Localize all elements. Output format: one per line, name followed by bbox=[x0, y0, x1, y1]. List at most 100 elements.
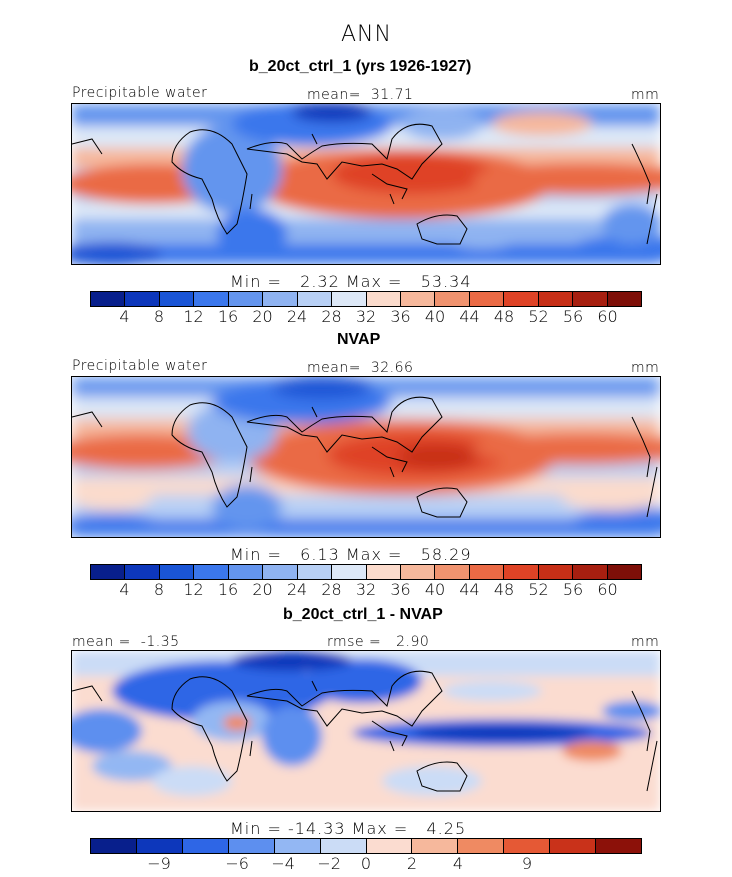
panel3-min-value: -14.33 bbox=[287, 819, 346, 838]
panel3-title: b_20ct_ctrl_1 - NVAP bbox=[283, 606, 443, 623]
panel3-min-label: Min = bbox=[230, 819, 282, 838]
colorbar-tick-label: 8 bbox=[153, 307, 165, 326]
colorbar-tick-label: 20 bbox=[252, 307, 273, 326]
colorbar-swatch bbox=[263, 565, 298, 579]
panel1-min-label: Min = bbox=[230, 272, 282, 291]
colorbar-swatch bbox=[91, 839, 137, 853]
panel1-mean-label: mean= 31.71 bbox=[307, 87, 413, 103]
colorbar-tick-label: 44 bbox=[459, 307, 480, 326]
colorbar-swatch bbox=[263, 292, 298, 306]
colorbar-tick-label: 9 bbox=[521, 854, 533, 873]
colorbar-tick-label: 56 bbox=[562, 580, 584, 599]
panel1-units: mm bbox=[631, 87, 660, 103]
panel1-title: b_20ct_ctrl_1 (yrs 1926-1927) bbox=[249, 58, 472, 75]
colorbar-swatch bbox=[125, 565, 160, 579]
colorbar-swatch bbox=[400, 565, 436, 579]
colorbar-swatch bbox=[297, 565, 333, 579]
colorbar-swatch bbox=[136, 839, 183, 853]
panel1-map bbox=[71, 103, 661, 265]
panel2-colorbar bbox=[90, 564, 642, 580]
colorbar-tick-label: 56 bbox=[562, 307, 584, 326]
colorbar-swatch bbox=[320, 839, 367, 853]
panel1-colorbar-ticks: 4 8 12 16 20 24 28 32 36 40 44 48 52 56 60 bbox=[90, 307, 642, 327]
panel1-minmax: Min = 2.32 Max = 53.34 bbox=[230, 272, 472, 291]
panel2-min-value: 6.13 bbox=[300, 545, 340, 564]
panel2-max-label: Max = bbox=[345, 545, 403, 564]
colorbar-swatch bbox=[182, 839, 229, 853]
colorbar-tick-label: 28 bbox=[321, 307, 342, 326]
colorbar-tick-label: 48 bbox=[493, 307, 515, 326]
colorbar-swatch bbox=[228, 565, 264, 579]
colorbar-swatch bbox=[91, 292, 126, 306]
panel2-units: mm bbox=[631, 360, 660, 376]
colorbar-tick-label: 12 bbox=[183, 580, 204, 599]
colorbar-tick-label: 32 bbox=[355, 580, 377, 599]
colorbar-swatch bbox=[435, 292, 470, 306]
colorbar-tick-label: 44 bbox=[459, 580, 480, 599]
panel2-min-label: Min = bbox=[230, 545, 282, 564]
panel2-mean-prefix: mean= bbox=[307, 360, 361, 376]
panel1-field bbox=[72, 104, 660, 264]
colorbar-swatch bbox=[607, 292, 641, 306]
colorbar-swatch bbox=[538, 565, 574, 579]
panel1-max-label: Max = bbox=[345, 272, 403, 291]
colorbar-tick-label: 4 bbox=[452, 854, 464, 873]
colorbar-swatch bbox=[550, 839, 597, 853]
colorbar-swatch bbox=[400, 292, 436, 306]
panel2-field bbox=[72, 377, 660, 537]
panel3-mean-value: -1.35 bbox=[140, 634, 180, 650]
colorbar-tick-label: 52 bbox=[528, 580, 549, 599]
colorbar-swatch bbox=[458, 839, 505, 853]
colorbar-tick-label: 8 bbox=[153, 580, 165, 599]
panel1-max-value: 53.34 bbox=[420, 272, 472, 291]
panel3-colorbar bbox=[90, 838, 642, 854]
colorbar-tick-label: −9 bbox=[147, 854, 171, 873]
colorbar-tick-label: 36 bbox=[390, 580, 411, 599]
colorbar-tick-label: 4 bbox=[119, 307, 130, 326]
colorbar-tick-label: 52 bbox=[528, 307, 549, 326]
colorbar-swatch bbox=[274, 839, 321, 853]
panel3-rmse-label: rmse = 2.90 bbox=[327, 634, 429, 650]
colorbar-tick-label: 24 bbox=[286, 307, 308, 326]
colorbar-swatch bbox=[596, 839, 642, 853]
panel1-colorbar bbox=[90, 291, 642, 307]
panel1-mean-value: 31.71 bbox=[370, 87, 414, 103]
colorbar-swatch bbox=[504, 292, 539, 306]
colorbar-swatch bbox=[125, 292, 160, 306]
colorbar-swatch bbox=[607, 565, 641, 579]
panel2-max-value: 58.29 bbox=[420, 545, 472, 564]
panel3-max-value: 4.25 bbox=[426, 819, 467, 838]
panel1-variable-label: Precipitable water bbox=[72, 85, 208, 101]
colorbar-tick-label: 40 bbox=[424, 307, 446, 326]
panel2-map bbox=[71, 376, 661, 538]
colorbar-tick-label: 32 bbox=[355, 307, 377, 326]
colorbar-tick-label: 36 bbox=[390, 307, 411, 326]
panel2-colorbar-ticks: 4 8 12 16 20 24 28 32 36 40 44 48 52 56 60 bbox=[90, 580, 642, 600]
colorbar-swatch bbox=[366, 839, 413, 853]
colorbar-swatch bbox=[159, 565, 195, 579]
colorbar-tick-label: 0 bbox=[360, 854, 372, 873]
colorbar-swatch bbox=[194, 292, 229, 306]
colorbar-swatch bbox=[469, 292, 505, 306]
colorbar-swatch bbox=[194, 565, 229, 579]
colorbar-tick-label: −4 bbox=[271, 854, 295, 873]
colorbar-swatch bbox=[504, 839, 551, 853]
colorbar-swatch bbox=[573, 292, 608, 306]
colorbar-swatch bbox=[332, 292, 367, 306]
colorbar-tick-label: 60 bbox=[597, 580, 618, 599]
colorbar-tick-label: 16 bbox=[217, 307, 239, 326]
colorbar-swatch bbox=[366, 292, 401, 306]
colorbar-swatch bbox=[504, 565, 539, 579]
colorbar-tick-label: −2 bbox=[317, 854, 341, 873]
colorbar-tick-label: 28 bbox=[321, 580, 342, 599]
panel3-mean-prefix: mean = bbox=[72, 634, 131, 650]
colorbar-tick-label: 24 bbox=[286, 580, 308, 599]
figure-title: ANN bbox=[341, 22, 392, 47]
colorbar-tick-label: 4 bbox=[119, 580, 130, 599]
panel3-mean-label: mean = -1.35 bbox=[72, 634, 180, 650]
colorbar-tick-label: 16 bbox=[217, 580, 239, 599]
colorbar-swatch bbox=[412, 839, 459, 853]
colorbar-tick-label: 48 bbox=[493, 580, 515, 599]
panel3-rmse-value: 2.90 bbox=[396, 634, 430, 650]
